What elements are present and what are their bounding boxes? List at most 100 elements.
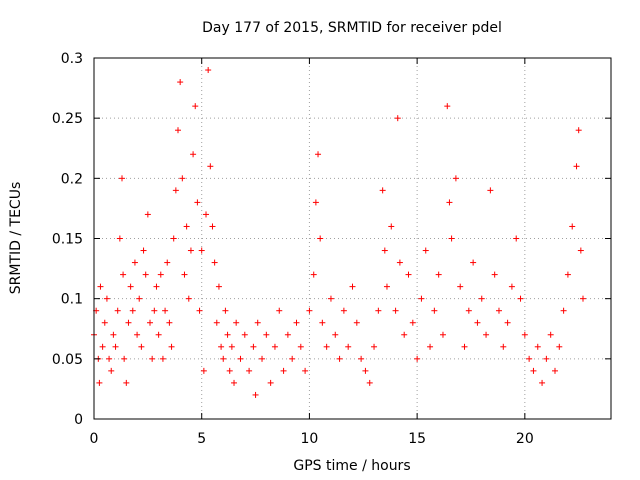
data-point (332, 331, 339, 338)
data-point (396, 259, 403, 266)
data-point (500, 343, 507, 350)
data-point (487, 187, 494, 194)
data-point (140, 247, 147, 254)
data-point (134, 331, 141, 338)
data-point (164, 259, 171, 266)
data-point (276, 307, 283, 314)
data-point (465, 307, 472, 314)
data-point (252, 391, 259, 398)
data-point (534, 343, 541, 350)
data-point (233, 319, 240, 326)
data-point (577, 247, 584, 254)
data-point (405, 271, 412, 278)
data-point (125, 319, 132, 326)
data-point (573, 163, 580, 170)
data-point (101, 319, 108, 326)
data-point (317, 235, 324, 242)
data-point (418, 295, 425, 302)
data-point (483, 331, 490, 338)
data-point (414, 355, 421, 362)
data-point (551, 367, 558, 374)
data-point (297, 343, 304, 350)
data-point (564, 271, 571, 278)
data-point (142, 271, 149, 278)
data-point (97, 283, 104, 290)
data-point (162, 307, 169, 314)
data-point (366, 379, 373, 386)
data-point (213, 319, 220, 326)
data-point (315, 151, 322, 158)
data-point (575, 127, 582, 134)
data-point (226, 367, 233, 374)
data-point (149, 355, 156, 362)
data-point (474, 319, 481, 326)
data-point (371, 343, 378, 350)
y-tick-label: 0 (74, 412, 83, 428)
data-point (237, 355, 244, 362)
data-point (110, 331, 117, 338)
data-point (470, 259, 477, 266)
data-point (310, 271, 317, 278)
data-point (96, 379, 103, 386)
data-point (138, 343, 145, 350)
data-point (508, 283, 515, 290)
data-point (379, 187, 386, 194)
x-tick-label: 10 (301, 431, 319, 447)
data-point (179, 175, 186, 182)
data-point (556, 343, 563, 350)
data-point (289, 355, 296, 362)
data-point (194, 199, 201, 206)
data-point (446, 199, 453, 206)
chart-title: Day 177 of 2015, SRMTID for receiver pde… (202, 20, 502, 36)
data-point (127, 283, 134, 290)
x-tick-label: 20 (516, 431, 534, 447)
data-point (205, 67, 212, 74)
data-point (547, 331, 554, 338)
data-point (120, 271, 127, 278)
data-point (183, 223, 190, 230)
data-point (526, 355, 533, 362)
tick-layer: 0 5 10 15 20 0 0.05 0.1 0.15 0.2 0.25 0.3 (52, 51, 611, 447)
data-point (375, 307, 382, 314)
data-point (231, 379, 238, 386)
data-point (228, 343, 235, 350)
data-point (198, 247, 205, 254)
data-point (444, 103, 451, 110)
data-point (147, 319, 154, 326)
x-tick-label: 0 (90, 431, 99, 447)
data-point (569, 223, 576, 230)
data-point (196, 307, 203, 314)
data-point (530, 367, 537, 374)
data-point (177, 79, 184, 86)
data-point (336, 355, 343, 362)
data-point (539, 379, 546, 386)
data-point (452, 175, 459, 182)
data-point (422, 247, 429, 254)
data-point (181, 271, 188, 278)
data-point (254, 319, 261, 326)
data-point (267, 379, 274, 386)
data-point (190, 151, 197, 158)
y-tick-label: 0.15 (52, 232, 83, 248)
data-point (121, 355, 128, 362)
data-point (435, 271, 442, 278)
x-tick-label: 15 (408, 431, 426, 447)
data-point (448, 235, 455, 242)
data-point (218, 343, 225, 350)
data-point (153, 283, 160, 290)
data-point (340, 307, 347, 314)
x-axis-label: GPS time / hours (293, 458, 410, 474)
data-point (327, 295, 334, 302)
data-point (222, 307, 229, 314)
data-point (349, 283, 356, 290)
data-point (207, 163, 214, 170)
data-point (263, 331, 270, 338)
data-point (116, 235, 123, 242)
y-tick-label: 0.25 (52, 111, 83, 127)
data-point (323, 343, 330, 350)
data-point (521, 331, 528, 338)
data-point (151, 307, 158, 314)
data-point (513, 235, 520, 242)
y-axis-label: SRMTID / TECUs (8, 182, 24, 295)
y-tick-label: 0.05 (52, 352, 83, 368)
